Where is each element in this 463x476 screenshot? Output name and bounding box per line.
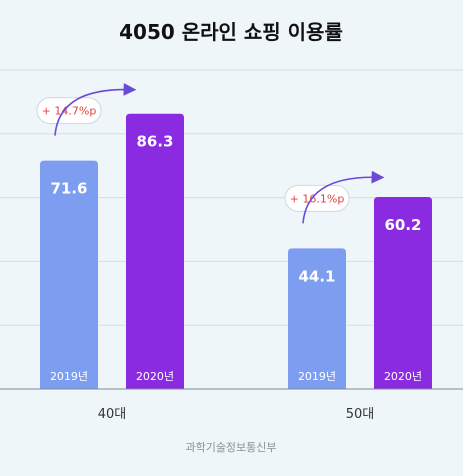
bar-value-label: 71.6 (50, 180, 87, 198)
bar (288, 248, 346, 389)
bar (126, 113, 184, 389)
bar (40, 160, 98, 389)
series-label: 2020년 (384, 370, 422, 383)
x-tick-label: 40대 (98, 407, 127, 422)
change-arrow (302, 170, 385, 224)
source-label: 과학기술정보통신부 (185, 441, 276, 454)
series-label: 2020년 (136, 370, 174, 383)
x-tick-labels: 40대 50대 (98, 407, 375, 422)
bar-value-label: 86.3 (136, 133, 173, 151)
x-tick-label: 50대 (346, 407, 375, 422)
bar-value-label: 60.2 (384, 216, 421, 234)
change-label: + 14.7%p (42, 105, 97, 118)
change-label: + 16.1%p (290, 192, 345, 205)
bars: 71.6 2019년 86.3 2020년 44.1 2019년 60.2 2020년 (40, 113, 432, 389)
change-annotations: + 14.7%p + 16.1%p (36, 83, 385, 224)
series-label: 2019년 (298, 370, 336, 383)
change-badge: + 14.7%p (36, 97, 102, 125)
series-label: 2019년 (50, 370, 88, 383)
chart-title: 4050 온라인 쇼핑 이용률 (119, 20, 343, 44)
bar (374, 196, 432, 389)
change-arrow (54, 83, 137, 136)
bar-value-label: 44.1 (298, 267, 335, 285)
change-badge: + 16.1%p (284, 184, 350, 212)
